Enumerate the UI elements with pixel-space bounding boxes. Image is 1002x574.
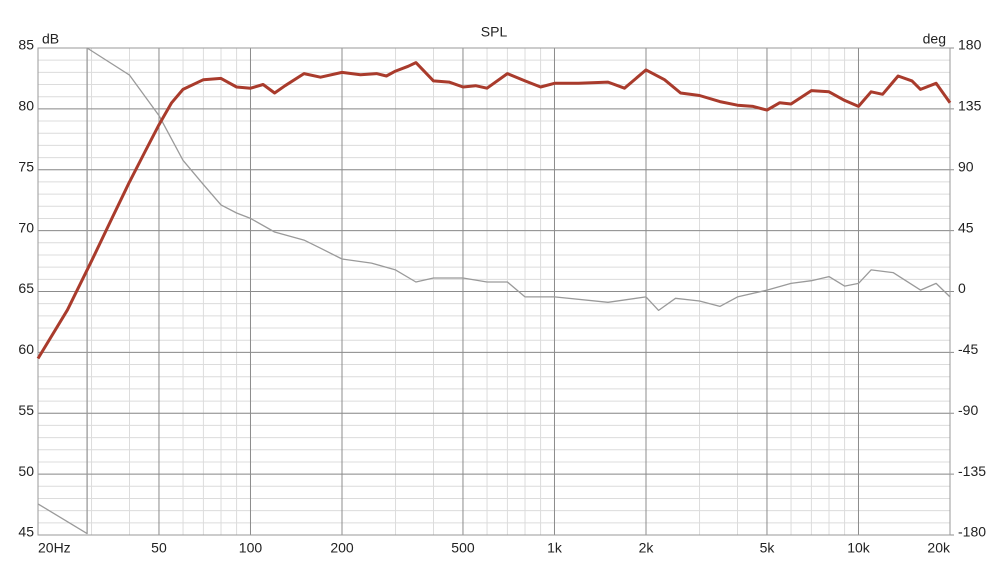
y2-axis-label: deg — [923, 31, 946, 47]
y2-tick-label: -180 — [958, 524, 986, 540]
y-tick-label: 75 — [18, 158, 34, 174]
y-tick-label: 65 — [18, 280, 34, 296]
y-tick-label: 60 — [18, 341, 34, 357]
x-tick-label: 10k — [847, 540, 871, 556]
x-tick-label: 500 — [451, 540, 475, 556]
y2-tick-label: 45 — [958, 219, 974, 235]
x-tick-label: 100 — [239, 540, 263, 556]
y-tick-label: 55 — [18, 402, 34, 418]
y-axis-label: dB — [42, 31, 59, 47]
series-line — [36, 61, 952, 360]
series-line — [37, 47, 951, 535]
x-tick-label: 1k — [547, 540, 563, 556]
y-tick-label: 85 — [18, 37, 34, 53]
x-tick-label: 2k — [639, 540, 655, 556]
y2-tick-label: 135 — [958, 98, 982, 114]
y-tick-label: 80 — [18, 98, 34, 114]
y-tick-label: 50 — [18, 463, 34, 479]
x-tick-label: 5k — [760, 540, 776, 556]
x-tick-label: 20k — [927, 540, 951, 556]
y2-tick-label: 90 — [958, 158, 974, 174]
y2-tick-label: 180 — [958, 37, 982, 53]
plot-frame — [37, 47, 951, 536]
y2-tick-label: -45 — [958, 341, 978, 357]
x-tick-label: 50 — [151, 540, 167, 556]
x-tick-label: 20Hz — [38, 540, 71, 556]
y-tick-label: 70 — [18, 219, 34, 235]
y2-tick-label: -90 — [958, 402, 978, 418]
y-tick-label: 45 — [18, 524, 34, 540]
chart-title: SPL — [481, 24, 508, 40]
y2-tick-label: 0 — [958, 280, 966, 296]
x-tick-label: 200 — [330, 540, 354, 556]
y2-tick-label: -135 — [958, 463, 986, 479]
